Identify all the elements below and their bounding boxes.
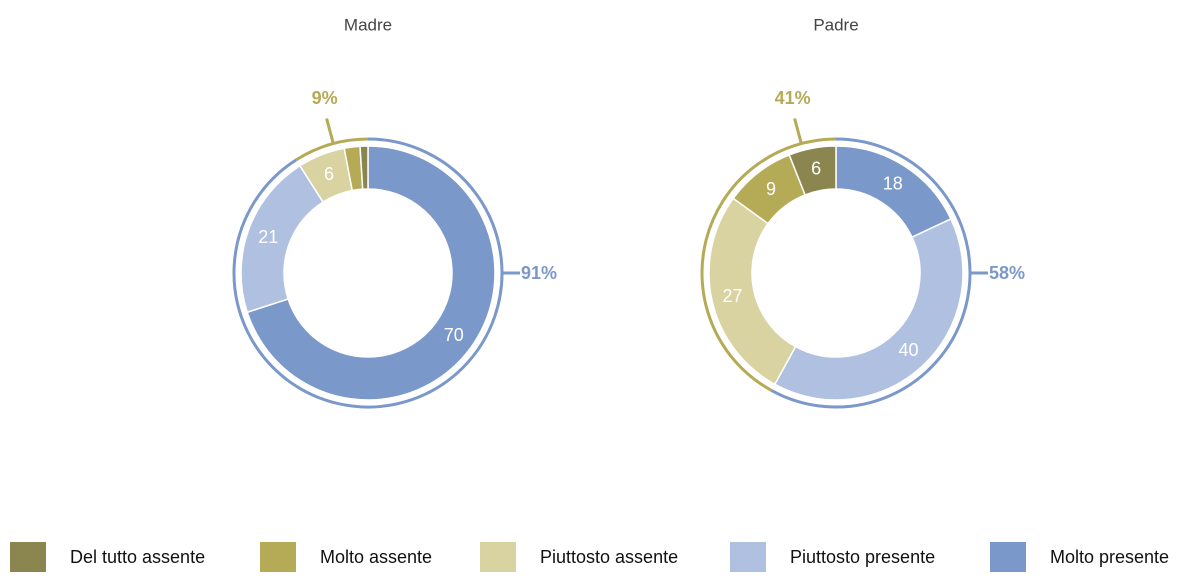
legend-swatch — [990, 542, 1026, 572]
group-arc — [770, 137, 972, 409]
data-label: 40 — [899, 340, 919, 360]
legend-label: Piuttosto presente — [790, 547, 935, 567]
donut-segment — [246, 145, 496, 401]
total-label: 41% — [775, 88, 811, 108]
data-label: 27 — [723, 286, 743, 306]
legend-swatch — [260, 542, 296, 572]
legend-swatch — [730, 542, 766, 572]
group-arc — [700, 137, 837, 392]
leader-line — [325, 118, 335, 144]
chart-title: Madre — [344, 15, 392, 34]
chart-title: Padre — [813, 15, 858, 34]
leader-line — [793, 118, 803, 144]
legend-label: Molto presente — [1050, 547, 1169, 567]
legend-swatch — [480, 542, 516, 572]
legend-label: Piuttosto assente — [540, 547, 678, 567]
data-label: 6 — [324, 164, 334, 184]
total-label: 91% — [521, 263, 557, 283]
data-label: 18 — [883, 173, 903, 193]
data-label: 9 — [766, 179, 776, 199]
legend-swatch — [10, 542, 46, 572]
data-label: 21 — [258, 227, 278, 247]
total-label: 58% — [989, 263, 1025, 283]
donut-segment — [773, 217, 964, 401]
total-label: 9% — [312, 88, 338, 108]
donut-segment — [788, 145, 837, 196]
legend-label: Molto assente — [320, 547, 432, 567]
group-arc — [295, 137, 369, 162]
data-label: 70 — [444, 325, 464, 345]
donut-segment — [240, 164, 325, 314]
legend-label: Del tutto assente — [70, 547, 205, 567]
donut-segment — [359, 145, 369, 190]
group-arc — [232, 137, 504, 409]
data-label: 6 — [811, 159, 821, 179]
